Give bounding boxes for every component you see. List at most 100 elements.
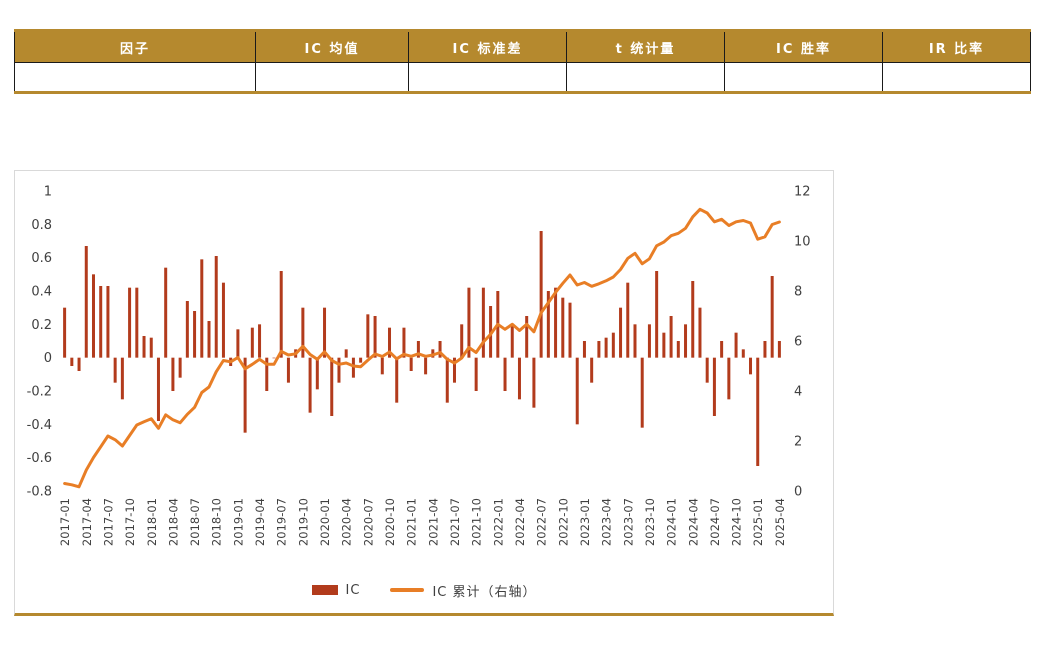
ic-bar: [351, 357, 355, 378]
ic-bar: [640, 357, 644, 428]
legend-label-ic: IC: [345, 582, 361, 598]
ic-bar: [720, 341, 724, 358]
ic-chart: 1 0.8 0.6 0.4 0.2 0 -0.2 -0.4 -0.6 -0.8 12 10 8 6 4 2 0 2…: [14, 170, 834, 616]
ic-bar: [460, 324, 464, 358]
x-axis-tick-label: 2019-10: [296, 498, 310, 546]
x-axis-tick-label: 2025-04: [773, 498, 787, 546]
y-axis-left-tick-label: 0.2: [31, 318, 52, 333]
ic-bar: [185, 301, 189, 358]
cell-ic-winrate: [724, 62, 883, 93]
y-axis-right-tick-label: 10: [794, 235, 811, 250]
x-axis-tick-label: 2018-04: [166, 498, 180, 546]
ic-bar: [258, 324, 262, 358]
x-axis-tick-label: 2017-04: [80, 498, 94, 546]
ic-bar: [452, 357, 456, 383]
ic-bar: [647, 324, 651, 358]
x-axis-tick-label: 2025-01: [751, 498, 765, 546]
legend-label-cumulative: IC 累计（右轴）: [432, 584, 537, 600]
x-axis-tick-label: 2022-07: [535, 498, 549, 546]
ic-bar: [582, 341, 586, 358]
x-axis-tick-label: 2023-07: [621, 498, 635, 546]
ic-bar: [149, 337, 153, 358]
ic-bar: [279, 271, 283, 358]
ic-bar: [120, 357, 124, 400]
y-axis-left-tick-label: -0.6: [27, 451, 52, 466]
y-axis-left-tick-label: -0.2: [27, 385, 52, 400]
ic-bar: [749, 357, 753, 375]
ic-bar: [286, 357, 290, 383]
x-axis-tick-label: 2017-10: [123, 498, 137, 546]
ic-bar: [250, 327, 254, 358]
ic-bar: [359, 357, 363, 363]
y-axis-right-tick-label: 2: [794, 435, 802, 450]
x-axis-tick-label: 2023-01: [578, 498, 592, 546]
table-row: [14, 62, 1031, 93]
y-axis-left-tick-label: -0.4: [27, 418, 52, 433]
ic-bar: [142, 336, 146, 358]
ic-bar: [200, 259, 204, 358]
table-header-row: 因子 IC 均值 IC 标准差 t 统计量 IC 胜率 IR 比率: [14, 30, 1031, 63]
ic-bar: [323, 307, 327, 358]
y-axis-right-tick-label: 12: [794, 185, 811, 200]
ic-bar: [366, 314, 370, 358]
ic-bar: [373, 316, 377, 358]
ic-chart-svg: 10.80.60.40.20-0.2-0.4-0.6-0.81210864202…: [27, 185, 811, 547]
ic-bar: [301, 307, 305, 358]
ic-bar: [395, 357, 399, 403]
y-axis-left-tick-label: 0: [44, 351, 52, 366]
ic-bar: [243, 357, 247, 433]
ic-bar: [128, 287, 132, 358]
y-axis-right-tick-label: 0: [794, 485, 802, 500]
ic-bar: [698, 307, 702, 358]
ic-bar: [554, 287, 558, 358]
x-axis-tick-label: 2022-04: [513, 498, 527, 546]
y-axis-left-tick-label: 0.6: [31, 251, 52, 266]
ic-bar: [763, 341, 767, 358]
ic-bar: [712, 357, 716, 416]
ic-bar: [388, 327, 392, 358]
ic-bar: [416, 341, 420, 358]
ic-bar: [691, 281, 695, 358]
ic-bar: [91, 274, 95, 358]
ic-bar: [402, 327, 406, 358]
ic-bar: [619, 307, 623, 358]
ic-bar: [756, 357, 760, 466]
ic-bar: [655, 271, 659, 358]
ic-bar: [236, 329, 240, 358]
x-axis-tick-label: 2024-04: [686, 498, 700, 546]
ic-bar: [561, 297, 565, 358]
ic-bar: [135, 287, 139, 358]
ic-bar: [424, 357, 428, 375]
x-axis-tick-label: 2021-04: [426, 498, 440, 546]
ic-bar: [221, 282, 225, 358]
x-axis-tick-label: 2017-01: [58, 498, 72, 546]
ic-bar: [178, 357, 182, 378]
ic-bar: [770, 276, 774, 358]
ic-bar: [84, 246, 88, 358]
ic-bar: [337, 357, 341, 383]
ic-bar: [207, 321, 211, 358]
ic-bar: [517, 357, 521, 400]
cumulative-line-swatch-icon: [390, 588, 425, 592]
ic-bar: [532, 357, 536, 408]
ic-bar: [705, 357, 709, 383]
y-axis-left-tick-label: -0.8: [27, 485, 52, 500]
col-header-t-stat: t 统计量: [566, 30, 725, 63]
ic-bar: [330, 357, 334, 416]
col-header-ic-std: IC 标准差: [408, 30, 567, 63]
ic-bar: [193, 311, 197, 358]
x-axis-tick-label: 2019-04: [253, 498, 267, 546]
ic-bar: [63, 307, 67, 358]
y-axis-left-tick-label: 1: [44, 185, 52, 200]
x-axis-tick-label: 2021-10: [470, 498, 484, 546]
ic-bar: [510, 324, 514, 358]
y-axis-right-tick-label: 4: [794, 385, 802, 400]
ic-bar: [684, 324, 688, 358]
ic-bar: [409, 357, 413, 371]
ic-bar: [597, 341, 601, 358]
y-axis-left-tick-label: 0.8: [31, 218, 52, 233]
x-axis-tick-label: 2024-01: [665, 498, 679, 546]
x-axis-tick-label: 2020-10: [383, 498, 397, 546]
col-header-ic-winrate: IC 胜率: [724, 30, 883, 63]
x-axis-tick-label: 2021-07: [448, 498, 462, 546]
